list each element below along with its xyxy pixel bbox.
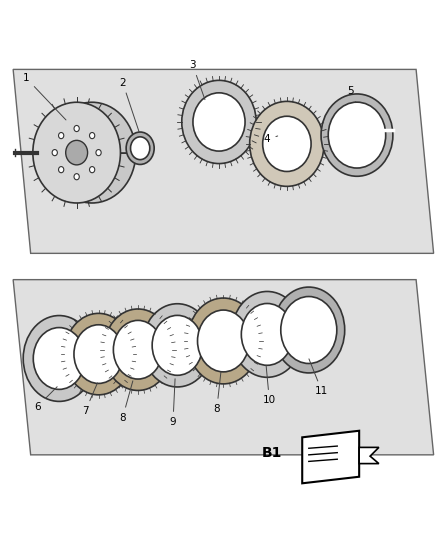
Ellipse shape bbox=[328, 102, 386, 168]
Text: 7: 7 bbox=[82, 383, 98, 416]
Ellipse shape bbox=[64, 313, 133, 395]
Ellipse shape bbox=[104, 309, 172, 391]
Ellipse shape bbox=[23, 316, 95, 401]
Text: 8: 8 bbox=[213, 372, 221, 414]
Ellipse shape bbox=[250, 101, 324, 187]
Ellipse shape bbox=[59, 133, 64, 139]
Text: 11: 11 bbox=[309, 359, 328, 397]
Ellipse shape bbox=[52, 150, 57, 156]
Ellipse shape bbox=[66, 140, 88, 165]
Text: 1: 1 bbox=[23, 73, 66, 120]
Ellipse shape bbox=[74, 174, 79, 180]
Ellipse shape bbox=[59, 167, 64, 173]
Ellipse shape bbox=[33, 102, 120, 203]
Ellipse shape bbox=[321, 94, 393, 176]
Text: 8: 8 bbox=[119, 381, 133, 423]
Text: 4: 4 bbox=[264, 134, 278, 144]
Ellipse shape bbox=[281, 296, 337, 364]
Text: 5: 5 bbox=[347, 86, 356, 102]
Ellipse shape bbox=[33, 328, 85, 390]
Ellipse shape bbox=[74, 125, 79, 132]
Ellipse shape bbox=[48, 102, 136, 203]
Polygon shape bbox=[13, 69, 434, 253]
Ellipse shape bbox=[182, 80, 256, 164]
Polygon shape bbox=[302, 431, 359, 483]
Ellipse shape bbox=[241, 303, 293, 365]
Ellipse shape bbox=[131, 137, 150, 159]
Text: 6: 6 bbox=[34, 387, 57, 411]
Ellipse shape bbox=[152, 316, 203, 375]
Ellipse shape bbox=[187, 298, 259, 384]
Text: 3: 3 bbox=[189, 60, 205, 100]
Ellipse shape bbox=[96, 150, 101, 156]
Text: B1: B1 bbox=[262, 446, 283, 459]
Polygon shape bbox=[359, 447, 379, 464]
Ellipse shape bbox=[74, 325, 123, 383]
Text: 10: 10 bbox=[263, 366, 276, 405]
Ellipse shape bbox=[142, 304, 212, 387]
Polygon shape bbox=[13, 280, 434, 455]
Ellipse shape bbox=[198, 310, 249, 372]
Ellipse shape bbox=[263, 116, 311, 172]
Ellipse shape bbox=[89, 133, 95, 139]
Text: 2: 2 bbox=[119, 77, 139, 133]
Ellipse shape bbox=[89, 167, 95, 173]
Ellipse shape bbox=[126, 132, 154, 165]
Ellipse shape bbox=[231, 292, 303, 377]
Ellipse shape bbox=[113, 320, 162, 379]
Text: 9: 9 bbox=[170, 379, 177, 427]
Ellipse shape bbox=[273, 287, 345, 373]
Ellipse shape bbox=[193, 93, 245, 151]
